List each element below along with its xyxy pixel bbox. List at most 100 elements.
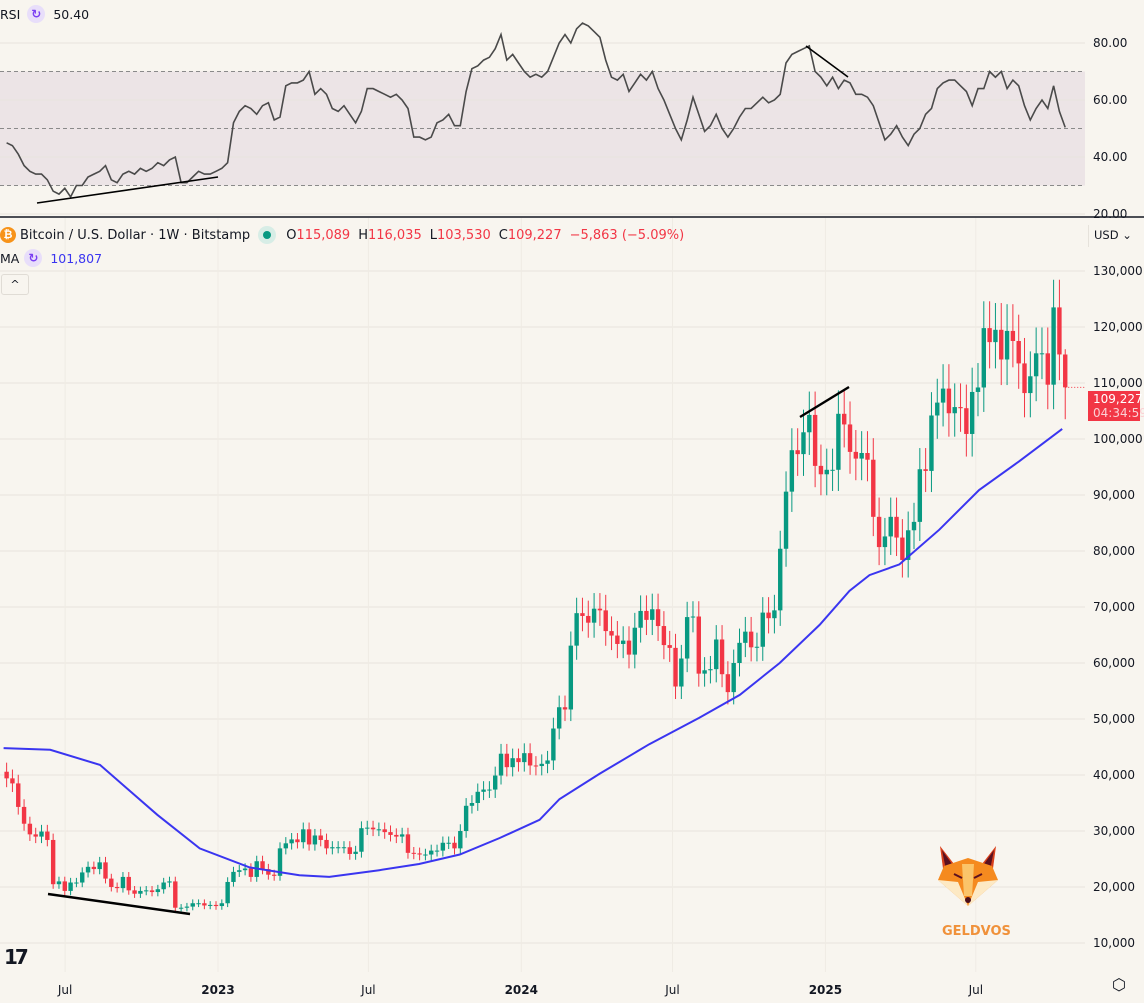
candle xyxy=(27,816,33,841)
candle-body xyxy=(626,640,632,655)
price-axis-tick: 40,000 xyxy=(1093,768,1135,782)
candle xyxy=(591,593,597,638)
candle-body xyxy=(126,876,131,891)
candle-body xyxy=(306,829,312,845)
price-axis-tick: 10,000 xyxy=(1093,936,1135,950)
price-trendline-lows[interactable] xyxy=(47,892,191,916)
candle-body xyxy=(1004,330,1010,360)
candle-body xyxy=(551,728,556,761)
candle xyxy=(33,827,38,844)
symbol-legend[interactable]: ₿ Bitcoin / U.S. Dollar · 1W · Bitstamp … xyxy=(0,226,684,244)
candle-body xyxy=(21,806,27,824)
change-value: −5,863 (−5.09%) xyxy=(569,227,685,243)
candle xyxy=(824,448,829,496)
drawn-trendlines[interactable] xyxy=(36,45,850,916)
candle-body xyxy=(446,842,451,844)
candle-body xyxy=(504,753,510,768)
candle xyxy=(539,754,544,776)
candle-body xyxy=(248,868,254,877)
candle-body xyxy=(894,516,899,538)
currency-select[interactable]: USD ⌄ xyxy=(1088,225,1144,247)
candle xyxy=(551,717,556,770)
candle-body xyxy=(690,616,696,618)
candle-body xyxy=(888,516,893,537)
candle-body xyxy=(178,907,184,909)
candle-body xyxy=(97,862,102,870)
candle-body xyxy=(423,854,428,856)
watermark-text: GELDVOS xyxy=(942,924,1011,939)
price-axis-tick: 20,000 xyxy=(1093,880,1135,894)
indicator-settings-icon[interactable]: ↻ xyxy=(27,5,46,23)
candle xyxy=(196,899,201,908)
candle-body xyxy=(574,613,579,646)
indicator-settings-icon[interactable]: ↻ xyxy=(24,249,43,267)
candle-body xyxy=(760,612,765,647)
open-label: O xyxy=(286,227,297,243)
candle-body xyxy=(807,414,812,433)
candle xyxy=(818,444,824,496)
candle-body xyxy=(993,329,998,343)
candle xyxy=(452,836,457,855)
time-axis-tick: Jul xyxy=(57,983,72,997)
candle xyxy=(56,876,62,889)
candle xyxy=(487,781,492,798)
settings-gear-icon[interactable]: ⬡ xyxy=(1112,975,1126,994)
candle xyxy=(580,597,585,632)
price-axis-tick: 50,000 xyxy=(1093,712,1135,726)
time-axis[interactable]: Jul 2023 Jul 2024 Jul 2025 Jul xyxy=(57,983,983,997)
candle xyxy=(609,616,614,651)
close-value: 109,227 xyxy=(507,227,562,243)
ma-legend[interactable]: MA ↻ 101,807 xyxy=(0,249,102,267)
candle xyxy=(295,833,300,849)
collapse-legend-button[interactable]: ^ xyxy=(1,274,29,295)
candle-body xyxy=(324,839,329,849)
candle-body xyxy=(173,881,178,908)
candle xyxy=(277,842,283,881)
rsi-legend[interactable]: RSI ↻ 50.40 xyxy=(0,5,89,23)
candle-body xyxy=(533,765,539,767)
candle-body xyxy=(562,707,568,710)
time-axis-tick: 2025 xyxy=(809,983,842,997)
candle-body xyxy=(80,872,85,883)
candle xyxy=(155,884,161,897)
candle xyxy=(394,828,399,844)
tradingview-logo[interactable]: 17 xyxy=(4,945,29,969)
low-value: 103,530 xyxy=(436,227,491,243)
ma-value: 101,807 xyxy=(50,250,103,266)
candle-body xyxy=(940,388,946,403)
candle-body xyxy=(144,890,149,892)
symbol-title[interactable]: Bitcoin / U.S. Dollar · 1W · Bitstamp xyxy=(20,227,251,243)
candle-body xyxy=(1033,353,1039,377)
candle xyxy=(696,601,701,687)
ma-label: MA xyxy=(0,250,20,266)
candle xyxy=(603,594,608,646)
candle xyxy=(876,497,882,566)
candle xyxy=(964,384,969,457)
candle-body xyxy=(405,834,411,853)
rsi-trendline-bearish-divergence[interactable] xyxy=(805,45,849,78)
price-trendline-highs[interactable] xyxy=(799,385,850,419)
candle-body xyxy=(283,843,289,849)
high-label: H xyxy=(358,227,368,243)
candle-body xyxy=(981,328,987,388)
candle-body xyxy=(958,407,963,409)
candle-body xyxy=(434,850,440,852)
candle-body xyxy=(155,889,161,893)
candle xyxy=(597,593,603,626)
price-axis[interactable]: 130,000 120,000 110,000 100,000 90,000 80,000… xyxy=(1093,264,1143,950)
candle xyxy=(1063,349,1068,420)
candle-body xyxy=(748,631,754,648)
rsi-axis-tick: 20.00 xyxy=(1093,207,1127,221)
rsi-trendline-bullish-divergence[interactable] xyxy=(36,176,219,204)
candle-body xyxy=(923,469,928,471)
candle-body xyxy=(900,537,905,560)
candle-body xyxy=(696,616,701,674)
candle xyxy=(80,867,85,888)
candle xyxy=(783,471,789,567)
candle xyxy=(545,750,550,774)
candle-body xyxy=(644,610,649,620)
candle xyxy=(556,695,562,740)
market-status-icon[interactable] xyxy=(258,226,277,244)
candle xyxy=(882,517,888,566)
